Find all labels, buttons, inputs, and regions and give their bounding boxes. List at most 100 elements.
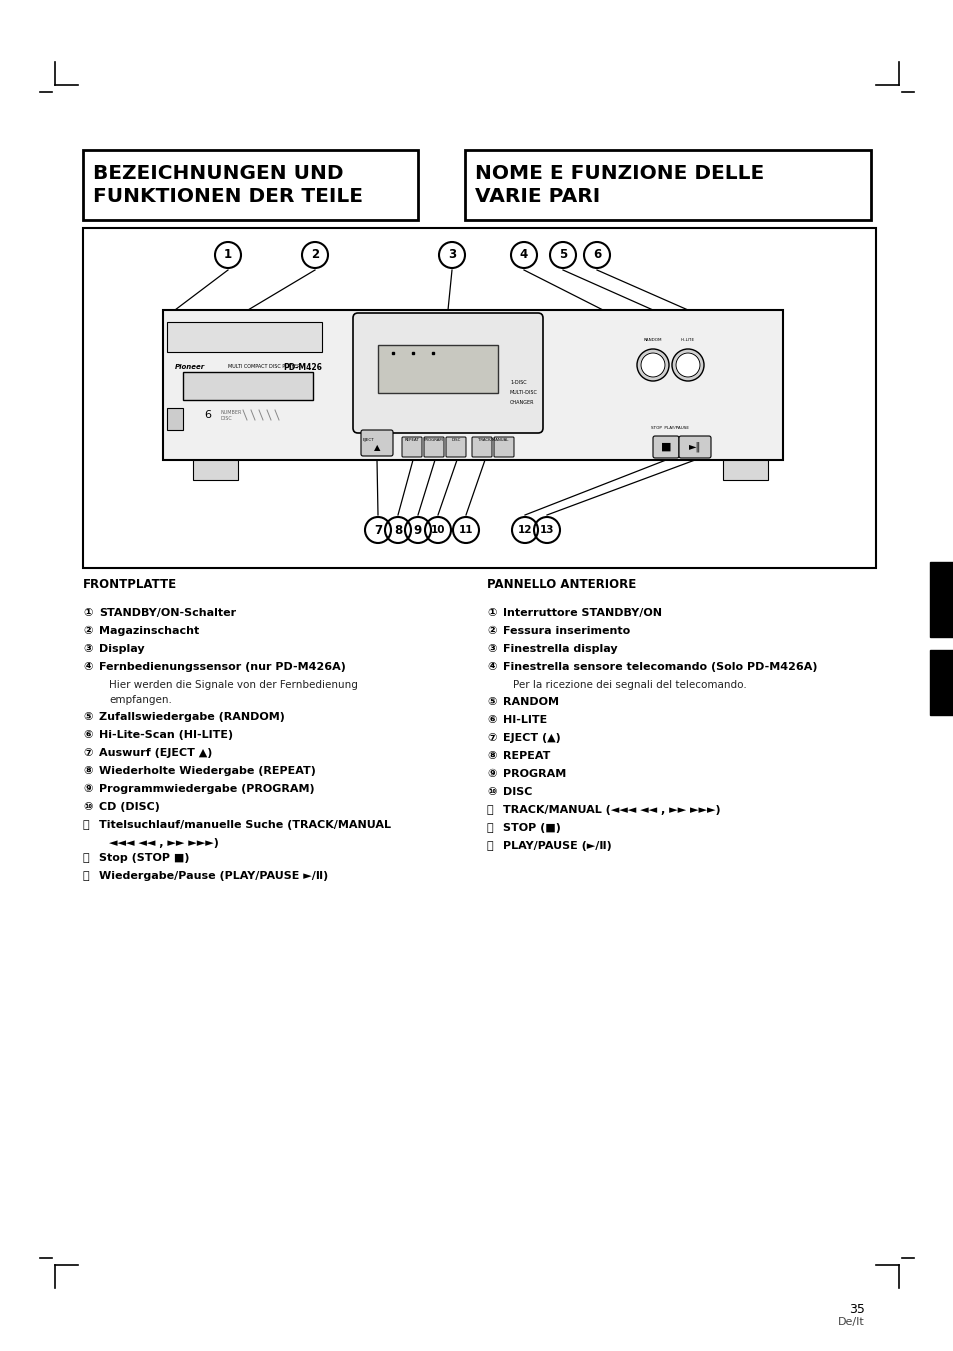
Text: HI-LITE: HI-LITE [680,338,695,342]
Text: REPEAT: REPEAT [502,751,550,761]
Bar [377,345,497,393]
Bar [929,650,953,715]
Circle shape [385,517,411,543]
Text: ③: ③ [486,644,496,654]
Bar [167,408,183,430]
Text: Pioneer: Pioneer [174,363,205,370]
Text: Magazinschacht: Magazinschacht [99,626,199,636]
Text: STOP (■): STOP (■) [502,823,560,834]
Text: ▲: ▲ [374,443,380,453]
Text: ⑫: ⑫ [486,823,493,834]
Text: ⑦: ⑦ [486,734,496,743]
Text: 1-DISC: 1-DISC [510,380,526,385]
FancyBboxPatch shape [652,436,679,458]
Circle shape [438,242,464,267]
Text: Fessura inserimento: Fessura inserimento [502,626,630,636]
Text: NOME E FUNZIONE DELLE
VARIE PARI: NOME E FUNZIONE DELLE VARIE PARI [475,163,763,207]
Text: Wiedergabe/Pause (PLAY/PAUSE ►/Ⅱ): Wiedergabe/Pause (PLAY/PAUSE ►/Ⅱ) [99,871,328,881]
Text: PROGRAM: PROGRAM [502,769,566,780]
Text: Fernbedienungssensor (nur PD-M426A): Fernbedienungssensor (nur PD-M426A) [99,662,346,671]
Text: ①: ① [486,608,496,617]
Text: ②: ② [83,626,92,636]
Text: PANNELLO ANTERIORE: PANNELLO ANTERIORE [486,578,636,590]
Text: MULTI-DISC: MULTI-DISC [510,390,537,394]
FancyBboxPatch shape [494,436,514,457]
Text: De/It: De/It [838,1317,864,1327]
Text: ⑦: ⑦ [83,748,92,758]
Text: Wiederholte Wiedergabe (REPEAT): Wiederholte Wiedergabe (REPEAT) [99,766,315,775]
Text: 9: 9 [414,523,421,536]
Circle shape [302,242,328,267]
Text: MULTI COMPACT DISC PLAYER: MULTI COMPACT DISC PLAYER [228,365,300,370]
Text: STANDBY/ON-Schalter: STANDBY/ON-Schalter [99,608,236,617]
Text: ⑤: ⑤ [83,712,92,721]
Text: ►‖: ►‖ [688,442,700,453]
Text: Stop (STOP ■): Stop (STOP ■) [99,852,190,863]
FancyBboxPatch shape [679,436,710,458]
Text: TRACK/MANUAL (◄◄◄ ◄◄ , ►► ►►►): TRACK/MANUAL (◄◄◄ ◄◄ , ►► ►►►) [502,805,720,815]
Circle shape [453,517,478,543]
Text: ⑩: ⑩ [486,788,496,797]
Text: FRONTPLATTE: FRONTPLATTE [83,578,177,590]
Bar [193,459,237,480]
Text: DISC: DISC [221,416,233,420]
Circle shape [534,517,559,543]
Text: ⑪: ⑪ [486,805,493,815]
Circle shape [640,353,664,377]
Text: Finestrella sensore telecomando (Solo PD-M426A): Finestrella sensore telecomando (Solo PD… [502,662,817,671]
Text: DISC: DISC [502,788,532,797]
Circle shape [365,517,391,543]
Circle shape [583,242,609,267]
Text: ⑤: ⑤ [486,697,496,707]
Text: PD-M426: PD-M426 [283,362,321,372]
Text: 7: 7 [374,523,381,536]
Text: EJECT: EJECT [363,438,375,442]
Text: ⑪: ⑪ [83,820,90,830]
Text: ⑫: ⑫ [83,852,90,863]
Text: ⑩: ⑩ [83,802,92,812]
Text: ⑨: ⑨ [486,769,496,780]
Text: PROGRAM: PROGRAM [424,438,443,442]
FancyBboxPatch shape [353,313,542,434]
Text: 6: 6 [592,249,600,262]
Text: ④: ④ [486,662,496,671]
Circle shape [671,349,703,381]
Text: ④: ④ [83,662,92,671]
Text: DISC: DISC [451,438,460,442]
Text: Interruttore STANDBY/ON: Interruttore STANDBY/ON [502,608,661,617]
Text: RANDOM: RANDOM [643,338,661,342]
Circle shape [637,349,668,381]
Text: 35: 35 [848,1302,864,1316]
Text: 13: 13 [539,526,554,535]
Text: Hier werden die Signale von der Fernbedienung: Hier werden die Signale von der Fernbedi… [109,680,357,690]
Text: NUMBER: NUMBER [221,409,242,415]
Text: Zufallswiedergabe (RANDOM): Zufallswiedergabe (RANDOM) [99,712,285,721]
Text: Hi-Lite-Scan (HI-LITE): Hi-Lite-Scan (HI-LITE) [99,730,233,740]
Text: ⑥: ⑥ [486,715,496,725]
Text: HI-LITE: HI-LITE [502,715,547,725]
Text: ⑧: ⑧ [486,751,496,761]
FancyBboxPatch shape [472,436,492,457]
Text: PLAY/PAUSE (►/Ⅱ): PLAY/PAUSE (►/Ⅱ) [502,842,611,851]
Text: TRACK/MANUAL: TRACK/MANUAL [477,438,508,442]
Text: Programmwiedergabe (PROGRAM): Programmwiedergabe (PROGRAM) [99,784,314,794]
FancyBboxPatch shape [401,436,421,457]
Circle shape [214,242,241,267]
Text: ◄◄◄ ◄◄ , ►► ►►►): ◄◄◄ ◄◄ , ►► ►►►) [109,838,218,848]
Text: BEZEICHNUNGEN UND
FUNKTIONEN DER TEILE: BEZEICHNUNGEN UND FUNKTIONEN DER TEILE [92,163,363,207]
Text: CD (DISC): CD (DISC) [99,802,160,812]
Bar [722,459,767,480]
Circle shape [424,517,451,543]
Bar [163,309,782,459]
Text: ①: ① [83,608,92,617]
Text: Auswurf (EJECT ▲): Auswurf (EJECT ▲) [99,748,213,758]
Text: ②: ② [486,626,496,636]
Text: CHANGER: CHANGER [510,400,534,405]
Text: 11: 11 [458,526,473,535]
Text: 4: 4 [519,249,528,262]
Bar [83,228,875,567]
Text: 6: 6 [204,409,212,420]
Text: 1: 1 [224,249,232,262]
Text: 2: 2 [311,249,318,262]
Text: REPEAT: REPEAT [404,438,419,442]
